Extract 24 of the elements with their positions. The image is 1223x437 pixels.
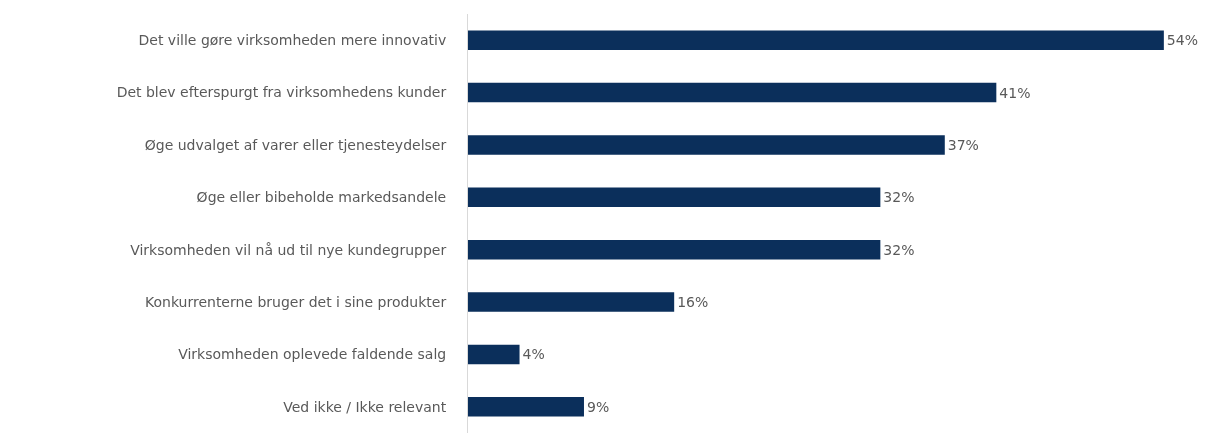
y-tick-label: Konkurrenterne bruger det i sine produkter: [144, 293, 447, 310]
y-tick-label: Virksomheden oplevede faldende salg: [178, 346, 447, 363]
y-tick-label: Virksomheden vil nå ud til nye kundegrupper: [130, 241, 447, 258]
y-tick-label: Øge udvalget af varer eller tjenesteydelser: [144, 136, 447, 153]
data-label: 4%: [522, 346, 545, 363]
data-label: 32%: [883, 189, 915, 206]
data-label: 9%: [586, 398, 610, 415]
data-label: 37%: [947, 136, 979, 153]
data-label: 32%: [883, 241, 915, 258]
data-label: 41%: [999, 84, 1031, 101]
bar: [468, 397, 584, 417]
bar: [468, 344, 520, 365]
bar: [468, 30, 1164, 50]
data-label: 54%: [1166, 32, 1198, 49]
bar: [468, 187, 881, 207]
bar: [468, 82, 997, 103]
y-tick-label: Ved ikke / Ikke relevant: [283, 398, 447, 415]
bar: [468, 240, 881, 260]
bar: [468, 135, 945, 155]
bar: [468, 292, 675, 312]
data-label: 16%: [677, 294, 709, 311]
y-tick-label: Det ville gøre virksomheden mere innovativ: [138, 32, 447, 49]
y-tick-label: Øge eller bibeholde markedsandele: [196, 189, 447, 206]
y-tick-label: Det blev efterspurgt fra virksomhedens kunder: [116, 84, 447, 101]
